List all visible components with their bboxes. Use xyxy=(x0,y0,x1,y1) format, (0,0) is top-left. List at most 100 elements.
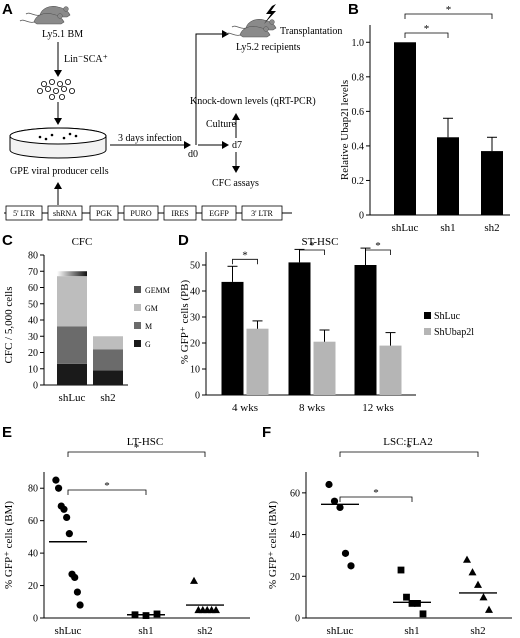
recipient-mouse-icon xyxy=(225,4,277,38)
e-ytick-label: 60 xyxy=(28,516,38,527)
f-point-circle xyxy=(347,562,355,570)
c-title: CFC xyxy=(72,236,93,248)
f-point-circle xyxy=(336,503,344,512)
donor-label: Ly5.1 BM xyxy=(42,29,83,40)
recipients-label: Ly5.2 recipients xyxy=(236,42,301,53)
b-ylabel: Relative Ubap2l levels xyxy=(339,80,351,180)
e-x-label: shLuc xyxy=(55,625,82,637)
e-point-circle xyxy=(63,513,71,522)
c-legend-swatch xyxy=(134,340,141,347)
d-ytick-label: 0 xyxy=(195,391,200,402)
c-x-label: shLuc xyxy=(59,392,86,404)
d-bracket xyxy=(232,258,258,265)
e-point-circle xyxy=(65,530,73,538)
f-bracket-star: * xyxy=(406,442,412,454)
e-bracket-star: * xyxy=(104,480,110,492)
d7-label: d7 xyxy=(232,140,242,151)
d-x-label: 8 wks xyxy=(299,402,325,414)
c-bar-segment xyxy=(57,271,87,277)
construct-shrna: shRNA xyxy=(53,209,77,218)
b-x-label: sh2 xyxy=(484,222,499,234)
b-ytick-label: 0 xyxy=(359,211,364,222)
f-point-square xyxy=(408,600,416,607)
c-legend-label: GEMM xyxy=(145,286,170,295)
d-bar xyxy=(379,345,402,395)
f-point-square xyxy=(403,593,410,601)
c-ytick-label: 0 xyxy=(33,381,38,392)
d-ytick-label: 20 xyxy=(190,339,200,350)
d-ytick-label: 40 xyxy=(190,287,200,298)
b-ytick-label: 0.2 xyxy=(352,176,365,187)
panel-label-e: E xyxy=(2,424,12,441)
d-bar xyxy=(354,265,377,395)
b-ytick-label: 1.0 xyxy=(352,38,365,49)
e-ytick-label: 40 xyxy=(28,549,38,560)
f-point-circle xyxy=(330,497,339,505)
f-point-triangle xyxy=(479,593,488,601)
b-bracket xyxy=(404,32,449,38)
f-point-square xyxy=(397,566,405,574)
construct-ires: IRES xyxy=(171,209,188,218)
c-ylabel: CFC / 5,000 cells xyxy=(3,286,15,363)
arrow-to-recipients xyxy=(195,30,229,145)
e-bracket-star: * xyxy=(134,442,140,454)
d-bracket xyxy=(299,249,325,255)
f-point-square xyxy=(414,600,421,607)
c-bar-segment xyxy=(93,336,123,350)
f-ylabel: % GFP⁺ cells (BM) xyxy=(267,501,279,589)
construct-puro: PURO xyxy=(130,209,152,218)
d-bracket xyxy=(365,249,391,255)
panel-c: CFC CFC / 5,000 cells 01020304050607080 … xyxy=(3,236,170,404)
f-point-circle xyxy=(325,480,333,489)
f-point-triangle xyxy=(474,580,482,588)
d-ytick-label: 10 xyxy=(190,365,200,376)
e-ytick-label: 20 xyxy=(28,581,38,592)
e-point-circle xyxy=(76,601,84,609)
panel-b: Relative Ubap2l levels 00.20.40.60.81.0 … xyxy=(339,4,510,234)
d-bracket-star: * xyxy=(375,240,381,252)
c-x-label: sh2 xyxy=(100,392,115,404)
b-bracket-star: * xyxy=(446,4,452,16)
f-ytick-label: 0 xyxy=(295,614,300,625)
d-bar xyxy=(221,281,244,395)
construct-ltr3: 3' LTR xyxy=(251,209,273,218)
c-bar-segment xyxy=(57,326,87,364)
panel-e: LT-HSC % GFP⁺ cells (BM) 0 20 40 60 80 shLuc… xyxy=(3,436,250,637)
d-bracket-star: * xyxy=(309,240,315,252)
f-point-square xyxy=(419,610,427,618)
d0-label: d0 xyxy=(188,149,198,160)
lightning-icon xyxy=(264,4,276,24)
panel-d: ST-HSC % GFP⁺ cells (PB) 0 10 20 30 40 50 4 w… xyxy=(179,236,474,414)
panel-f: LSC:FLA2 % GFP⁺ cells (BM) 0 20 40 60 shLuc… xyxy=(267,436,512,637)
f-ytick-label: 60 xyxy=(290,488,300,499)
c-bar-segment xyxy=(57,276,87,327)
c-legend-swatch xyxy=(134,286,141,293)
d-bar xyxy=(313,341,336,395)
f-bracket-star: * xyxy=(373,487,379,499)
b-x-label: shLuc xyxy=(392,222,419,234)
e-point-circle xyxy=(60,505,68,513)
e-ytick-label: 0 xyxy=(33,614,38,625)
construct-pgk: PGK xyxy=(96,209,112,218)
c-bar-segment xyxy=(93,370,123,385)
infection-label: 3 days infection xyxy=(118,133,182,144)
f-point-circle xyxy=(341,549,350,557)
transplantation-label: Transplantation xyxy=(280,26,342,37)
d-ylabel: % GFP⁺ cells (PB) xyxy=(179,279,191,364)
e-point-square xyxy=(142,612,150,619)
b-ytick-label: 0.4 xyxy=(352,141,365,152)
e-point-triangle xyxy=(190,576,198,584)
e-bracket xyxy=(67,451,206,457)
d-x-label: 4 wks xyxy=(232,402,258,414)
d-legend-swatch xyxy=(424,312,431,319)
d-ytick-label: 30 xyxy=(190,313,200,324)
f-bracket xyxy=(339,451,479,457)
e-ylabel: % GFP⁺ cells (BM) xyxy=(3,501,15,589)
b-bar xyxy=(437,137,459,215)
d-ytick-label: 50 xyxy=(190,261,200,272)
f-x-label: sh2 xyxy=(470,625,485,637)
f-bracket xyxy=(339,496,413,502)
e-x-label: sh2 xyxy=(197,625,212,637)
e-title: LT-HSC xyxy=(127,436,163,448)
c-legend-swatch xyxy=(134,322,141,329)
